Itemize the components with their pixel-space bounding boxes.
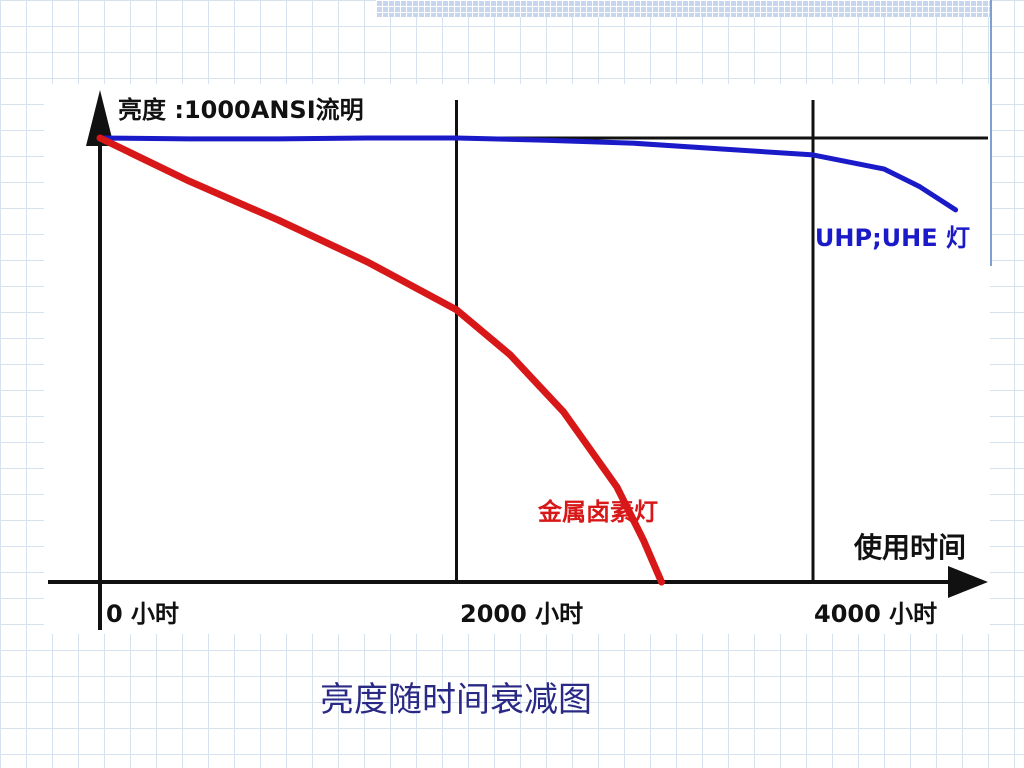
top-decorative-band <box>376 0 992 17</box>
y-axis-arrow-icon <box>86 90 114 146</box>
series-line-metal-halide <box>96 134 665 586</box>
x-tick-label-4000: 4000 小时 <box>814 600 937 628</box>
chart-title: 亮度随时间衰减图 <box>320 680 592 720</box>
x-tick-label-0: 0 小时 <box>106 600 179 628</box>
series-label-uhp: UHP;UHE 灯 <box>815 224 970 252</box>
x-axis-label: 使用时间 <box>853 531 966 564</box>
series-line-uhp-uhe <box>97 135 959 213</box>
x-axis-arrow-icon <box>948 566 988 598</box>
axes <box>48 90 988 630</box>
series-layer <box>96 134 959 586</box>
x-tick-label-2000: 2000 小时 <box>460 600 583 628</box>
right-decorative-rule <box>990 0 992 266</box>
series-label-metal-halide: 金属卤素灯 <box>537 498 658 526</box>
y-axis-label: 亮度 :1000ANSI流明 <box>118 96 364 124</box>
